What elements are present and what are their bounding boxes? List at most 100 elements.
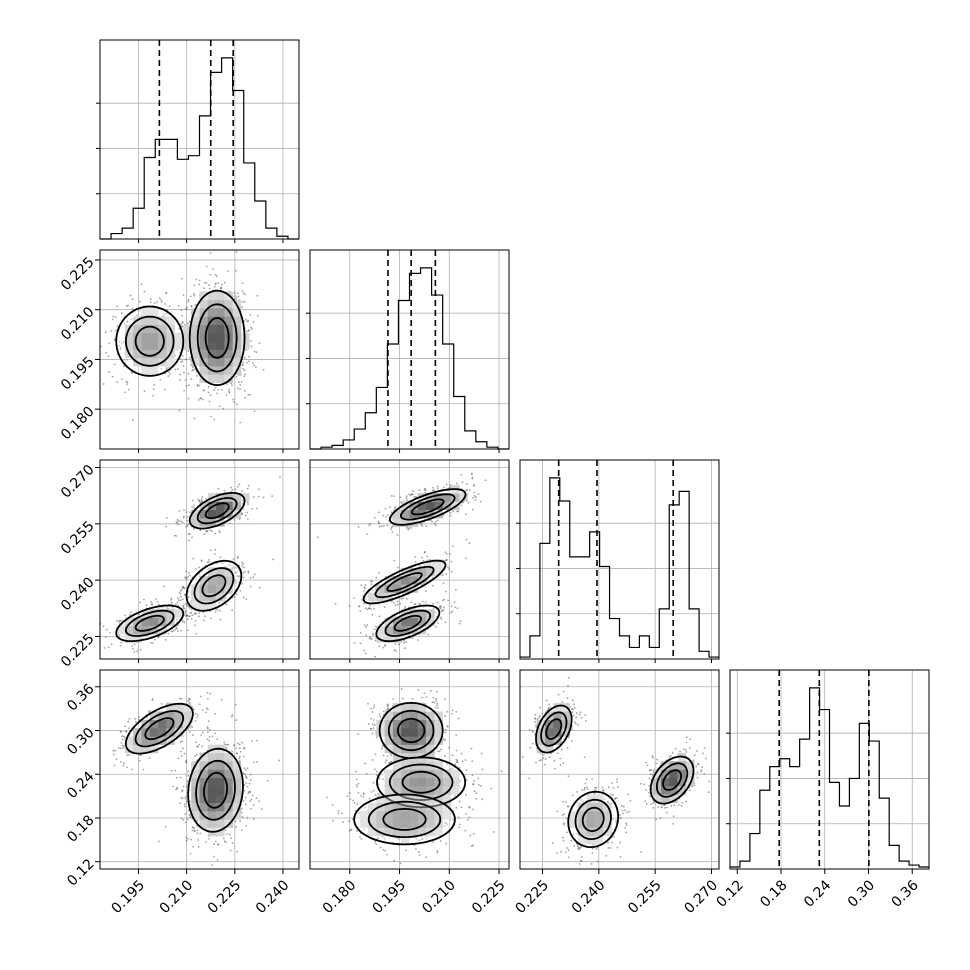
scatter-point [206,697,209,700]
density-cell [224,357,233,367]
density-cell [586,794,595,803]
scatter-point [226,743,228,746]
scatter-point [197,845,200,848]
contour-line [187,747,244,833]
scatter-point [247,570,250,573]
x-tick-label: 0.225 [469,877,509,917]
scatter-point [177,523,179,526]
scatter-point [371,711,374,713]
density-cell [384,769,394,779]
density-cell [216,357,225,367]
scatter-point [352,799,355,802]
scatter-point [196,825,198,827]
density-cell [216,802,225,812]
density-cell [207,374,217,383]
scatter-point [479,785,482,787]
scatter-point [188,571,190,574]
scatter-point [440,618,443,620]
scatter-point [170,601,173,604]
scatter-point [156,301,158,303]
scatter-point [242,755,245,758]
scatter-point [187,590,190,593]
density-cell [224,777,233,787]
scatter-point [399,862,402,865]
scatter-point [578,713,581,716]
scatter-point [238,518,241,520]
density-cell [409,567,419,577]
scatter-point [210,617,212,620]
density-cell [368,592,377,602]
scatter-point [241,282,244,285]
scatter-point [180,361,182,363]
scatter-point [627,793,630,796]
scatter-point [189,816,192,819]
scatter-point [693,754,696,756]
scatter-point [386,708,389,711]
scatter-point [529,746,532,749]
scatter-point [165,312,168,315]
scatter-point [164,303,166,305]
density-cell [216,761,225,770]
density-cell [207,357,217,367]
scatter-point [214,532,216,535]
scatter-point [192,527,195,530]
scatter-point [226,270,229,272]
scatter-point [372,719,375,721]
scatter-point [231,488,234,491]
scatter-point [272,558,275,561]
scatter-point [553,759,556,762]
scatter-point [465,538,468,541]
scatter-point [158,840,160,843]
scatter-point [415,837,418,840]
scatter-point [115,329,118,332]
scatter-point [185,358,188,361]
scatter-point [445,558,448,561]
density-cell [207,291,217,301]
density-cell [166,341,175,350]
scatter-point [368,607,370,610]
scatter-point [241,513,244,516]
scatter-point [405,497,408,500]
scatter-point [441,599,444,602]
scatter-point [151,641,154,644]
scatter-point [406,499,408,502]
density-cell [207,567,217,577]
density-cell [216,374,225,383]
density-cell [182,324,192,334]
scatter-point [245,598,248,600]
scatter-point [164,825,167,828]
scatter-point [572,833,575,836]
scatter-point [183,593,186,596]
scatter-point [182,604,185,607]
scatter-point [370,790,373,793]
density-cell [141,316,151,325]
scatter-point [450,611,452,614]
scatter-point [561,836,564,839]
scatter-point [357,791,360,794]
scatter-point [243,389,246,392]
scatter-point [609,793,612,796]
scatter-point [102,625,105,628]
scatter-point [378,713,381,716]
scatter-point [697,763,699,766]
density-cell [553,728,562,737]
scatter-point [164,638,167,641]
density-cell [450,786,460,795]
scatter-point [255,797,258,800]
density-cell [166,719,175,729]
scatter-point [606,800,609,803]
scatter-point [196,745,198,748]
scatter-point [374,639,377,642]
y-tick-label: 0.12 [64,856,97,889]
density-cell [166,728,175,737]
density-cell [141,341,151,350]
scatter-point [454,763,457,766]
density-cell [544,736,554,745]
scatter-point [168,371,170,373]
density-cell [174,728,184,737]
scatter-point [472,833,475,835]
scatter-point [139,648,142,651]
density-cell [207,576,217,585]
density-cell [216,576,225,585]
scatter-point [216,392,219,395]
